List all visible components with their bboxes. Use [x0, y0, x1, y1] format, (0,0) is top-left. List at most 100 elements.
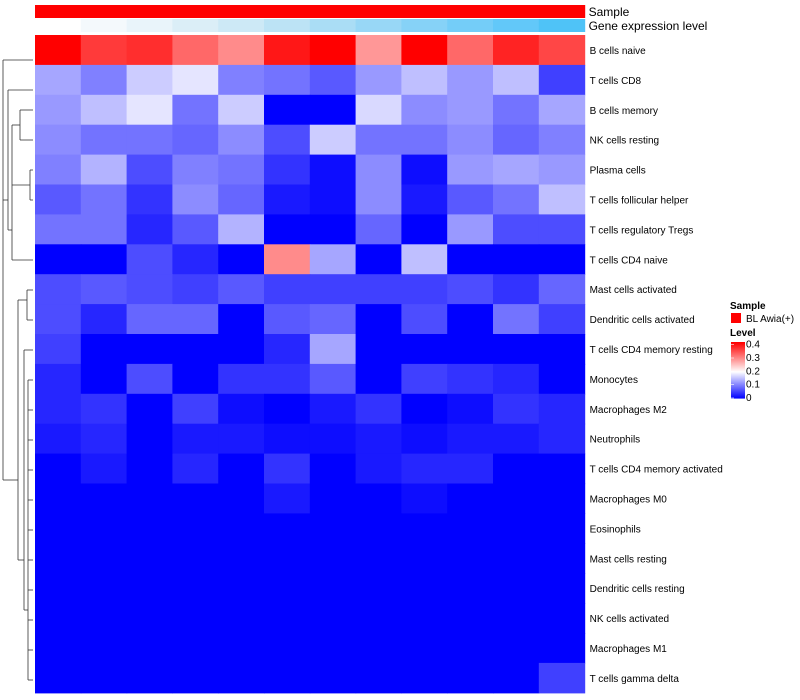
annotation-cell — [493, 5, 540, 18]
row-label: Macrophages M2 — [590, 405, 668, 416]
legend-gradient-step — [731, 360, 745, 362]
legend-gradient-step — [731, 370, 745, 372]
heatmap-cell — [538, 334, 586, 365]
row-label: Eosinophils — [590, 524, 641, 535]
heatmap-cell — [218, 124, 265, 156]
heatmap-cell — [538, 244, 586, 275]
heatmap-cell — [447, 363, 494, 395]
heatmap-cell — [309, 334, 357, 365]
annotation-cell — [264, 19, 311, 32]
legend-gradient-step — [731, 391, 745, 393]
heatmap-cell — [172, 423, 219, 455]
heatmap-cell — [309, 513, 357, 544]
heatmap-cell — [264, 214, 311, 245]
heatmap-cell — [493, 393, 540, 425]
heatmap-cell — [264, 483, 311, 514]
heatmap-cell — [218, 274, 265, 305]
heatmap-cell — [447, 573, 494, 604]
row-label: T cells follicular helper — [590, 195, 689, 206]
heatmap-cell — [80, 274, 128, 305]
heatmap-cell — [538, 393, 586, 425]
heatmap-cell — [126, 423, 173, 455]
heatmap-cell — [355, 633, 402, 664]
heatmap-cell — [35, 423, 82, 455]
heatmap-cell — [80, 334, 128, 365]
heatmap-cell — [80, 154, 128, 186]
heatmap-cell — [355, 35, 402, 66]
annotation-cell — [401, 19, 448, 32]
heatmap-cell — [355, 603, 402, 634]
row-label: T cells gamma delta — [590, 674, 680, 685]
legend-gradient-step — [731, 365, 745, 367]
heatmap-cell — [172, 214, 219, 245]
legend-gradient-step — [731, 396, 745, 398]
heatmap-cell — [35, 513, 82, 544]
heatmap-cell — [218, 184, 265, 215]
heatmap-cell — [401, 64, 448, 96]
heatmap-cell — [538, 304, 586, 335]
heatmap-cell — [401, 393, 448, 425]
heatmap-cell — [172, 662, 219, 694]
legend-gradient-step — [731, 392, 745, 394]
row-label: T cells CD8 — [590, 76, 642, 87]
heatmap-cell — [35, 274, 82, 305]
heatmap-cell — [126, 94, 173, 126]
legend-gradient-step — [731, 368, 745, 370]
heatmap-cell — [401, 244, 448, 275]
heatmap-cell — [355, 334, 402, 365]
heatmap-cell — [264, 393, 311, 425]
heatmap-cell — [447, 214, 494, 245]
heatmap-cell — [264, 184, 311, 215]
heatmap-cell — [447, 662, 494, 694]
legend-gradient-step — [731, 356, 745, 358]
row-labels: B cells naive T cells CD8 B cells memory NK… — [590, 46, 723, 685]
heatmap-cell — [80, 543, 128, 574]
legend-gradient-step — [731, 384, 745, 386]
legend-gradient-step — [731, 346, 745, 348]
legend-gradient-step — [731, 361, 745, 363]
heatmap-cell — [172, 393, 219, 425]
heatmap-cell — [309, 603, 357, 634]
legend-gradient-step — [731, 397, 745, 399]
heatmap-cell — [35, 244, 82, 275]
heatmap-cell — [309, 483, 357, 514]
heatmap-cell — [401, 603, 448, 634]
heatmap-cell — [80, 184, 128, 215]
heatmap-cell — [401, 513, 448, 544]
heatmap-cell — [538, 603, 586, 634]
heatmap-cell — [401, 94, 448, 126]
heatmap-cell — [493, 662, 540, 694]
heatmap-cell — [126, 513, 173, 544]
heatmap-cell — [80, 363, 128, 395]
heatmap-cell — [401, 124, 448, 156]
heatmap-cell — [447, 633, 494, 664]
row-label: NK cells resting — [590, 136, 659, 147]
annotation-cell — [447, 19, 494, 32]
legend-gradient-step — [731, 350, 745, 352]
annotation-cell — [401, 5, 448, 18]
row-label: B cells memory — [590, 106, 658, 117]
heatmap-cell — [172, 573, 219, 604]
heatmap-cell — [493, 274, 540, 305]
annotation-track-label: Gene expression level — [589, 19, 708, 33]
heatmap-cell — [172, 94, 219, 126]
heatmap-cell — [355, 363, 402, 395]
heatmap-cell — [401, 633, 448, 664]
heatmap-cell — [538, 573, 586, 604]
legend-gradient-step — [731, 345, 745, 347]
legend-gradient-step — [731, 375, 745, 377]
legend-gradient-step — [731, 357, 745, 359]
row-label: Mast cells resting — [590, 554, 667, 565]
heatmap-cell — [218, 35, 265, 66]
heatmap-cell — [126, 603, 173, 634]
heatmap-cell — [355, 573, 402, 604]
heatmap-cell — [80, 304, 128, 335]
legend-sample-label: BL Awia(+) — [746, 314, 794, 325]
heatmap-cell — [80, 603, 128, 634]
heatmap-cell — [355, 304, 402, 335]
heatmap-cell — [447, 274, 494, 305]
row-label: T cells CD4 naive — [590, 255, 669, 266]
legend-gradient-step — [731, 374, 745, 376]
heatmap-cell — [355, 154, 402, 186]
heatmap-cell — [80, 94, 128, 126]
